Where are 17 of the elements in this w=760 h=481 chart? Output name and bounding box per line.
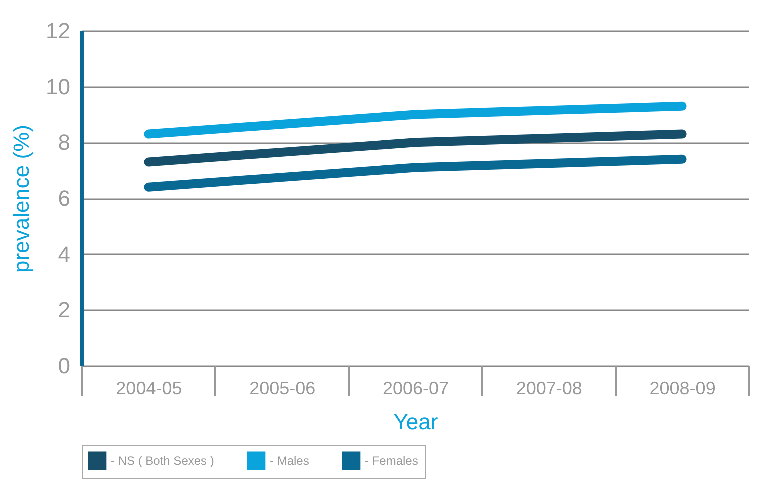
x-tick-label: 2004-05 [116,378,182,398]
y-tick-label: 2 [58,298,70,323]
y-tick-label: 8 [58,130,70,156]
x-tick-label: 2007-08 [516,378,582,398]
y-tick-label: 0 [58,354,70,378]
x-axis-title: Year [394,410,438,434]
x-tick-label: 2005-06 [250,378,316,398]
y-tick-label: 10 [46,74,70,100]
y-tick-label: 6 [58,186,70,211]
legend-label: - Females [365,454,418,468]
legend-label: - NS ( Both Sexes ) [111,454,214,468]
x-tick-label: 2006-07 [382,378,450,398]
y-tick-label: 4 [58,242,70,267]
y-axis-title: prevalence (%) [9,125,34,273]
y-tick-label: 12 [46,18,70,44]
x-tick-label: 2008-09 [650,378,716,398]
legend-label: - Males [270,454,310,468]
